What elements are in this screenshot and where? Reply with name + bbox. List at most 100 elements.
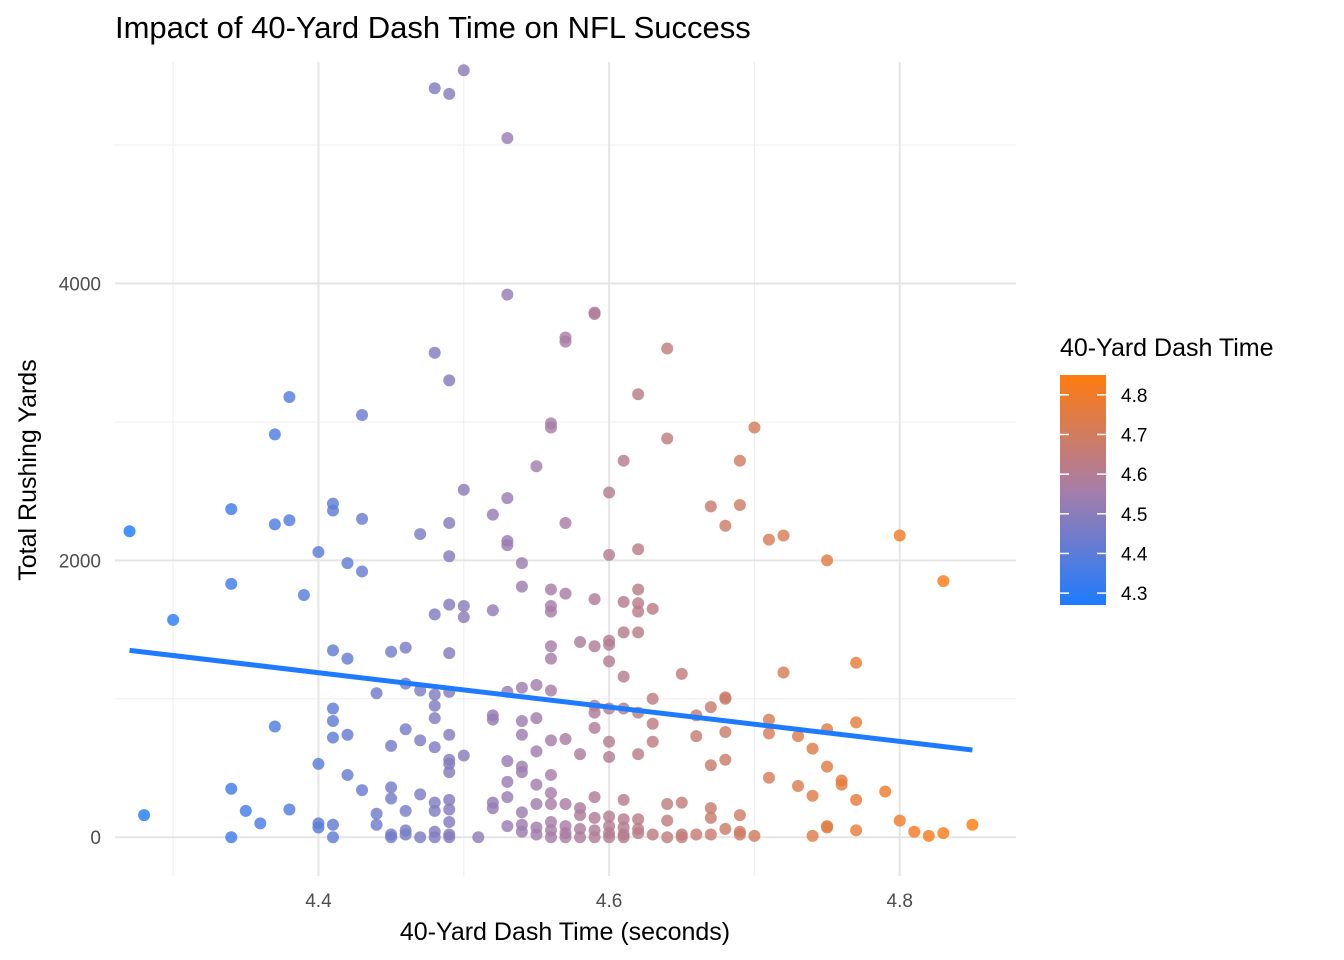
data-point — [661, 342, 674, 355]
data-point — [239, 804, 252, 817]
data-point — [457, 483, 470, 496]
data-point — [428, 796, 441, 809]
data-point — [835, 778, 848, 791]
legend-tick-label: 4.3 — [1121, 584, 1147, 605]
data-point — [385, 645, 398, 658]
data-point — [544, 684, 557, 697]
data-point — [632, 748, 645, 761]
data-point — [544, 786, 557, 799]
data-point — [457, 749, 470, 762]
data-point — [704, 828, 717, 841]
data-point — [617, 595, 630, 608]
data-point — [312, 821, 325, 834]
data-point — [268, 428, 281, 441]
data-point — [588, 831, 601, 844]
data-point — [225, 503, 238, 516]
data-point — [530, 828, 543, 841]
data-point — [632, 827, 645, 840]
data-point — [356, 565, 369, 578]
data-point — [588, 593, 601, 606]
data-point — [762, 713, 775, 726]
data-point — [486, 604, 499, 617]
y-tick-label: 2000 — [59, 551, 101, 572]
trend-line-group — [129, 647, 973, 753]
data-point — [603, 831, 616, 844]
data-point — [399, 804, 412, 817]
data-point — [704, 500, 717, 513]
data-point — [806, 789, 819, 802]
data-point — [588, 791, 601, 804]
data-point — [515, 580, 528, 593]
data-point — [370, 687, 383, 700]
data-point — [966, 818, 979, 831]
data-point — [530, 712, 543, 725]
data-point — [443, 728, 456, 741]
data-point — [167, 613, 180, 626]
data-point — [457, 611, 470, 624]
data-point — [428, 688, 441, 701]
data-point — [385, 792, 398, 805]
data-point — [443, 87, 456, 100]
data-point — [370, 818, 383, 831]
data-point — [603, 655, 616, 668]
data-point — [326, 731, 339, 744]
data-point — [690, 730, 703, 743]
data-point — [777, 529, 790, 542]
data-point — [501, 539, 514, 552]
data-point — [428, 608, 441, 621]
data-point — [850, 656, 863, 669]
legend-tick-label: 4.4 — [1121, 544, 1148, 565]
data-point — [893, 529, 906, 542]
data-point — [603, 486, 616, 499]
data-point — [356, 409, 369, 422]
data-point — [733, 454, 746, 467]
data-point — [661, 798, 674, 811]
data-point — [908, 825, 921, 838]
data-point — [646, 602, 659, 615]
data-point — [617, 813, 630, 826]
data-point — [821, 760, 834, 773]
data-point — [588, 721, 601, 734]
data-point — [428, 82, 441, 95]
data-point — [443, 598, 456, 611]
data-point — [443, 793, 456, 806]
data-point — [530, 798, 543, 811]
chart-title: Impact of 40-Yard Dash Time on NFL Succe… — [115, 10, 751, 45]
data-point — [443, 816, 456, 829]
data-point — [370, 807, 383, 820]
data-point — [762, 727, 775, 740]
data-point — [850, 716, 863, 729]
data-point — [632, 583, 645, 596]
data-point — [341, 652, 354, 665]
legend-colorbar — [1060, 375, 1106, 605]
data-point — [326, 714, 339, 727]
data-point — [675, 831, 688, 844]
data-point — [443, 647, 456, 660]
data-point — [268, 518, 281, 531]
data-point — [515, 825, 528, 838]
data-point — [617, 831, 630, 844]
y-axis-title: Total Rushing Yards — [14, 359, 42, 580]
data-point — [588, 811, 601, 824]
data-point — [675, 667, 688, 680]
data-point — [254, 817, 267, 830]
data-point — [777, 666, 790, 679]
data-point — [719, 753, 732, 766]
data-point — [646, 692, 659, 705]
data-point — [283, 803, 296, 816]
data-point — [617, 454, 630, 467]
data-point — [515, 728, 528, 741]
data-point — [399, 723, 412, 736]
data-point — [603, 638, 616, 651]
data-point — [501, 492, 514, 505]
data-point — [326, 644, 339, 657]
data-point — [225, 782, 238, 795]
data-point — [617, 626, 630, 639]
data-point — [414, 528, 427, 541]
data-point — [588, 307, 601, 320]
data-point — [574, 748, 587, 761]
data-point — [850, 793, 863, 806]
axes: 4.4 4.6 4.8 0 2000 4000 — [59, 274, 913, 912]
data-point — [733, 828, 746, 841]
